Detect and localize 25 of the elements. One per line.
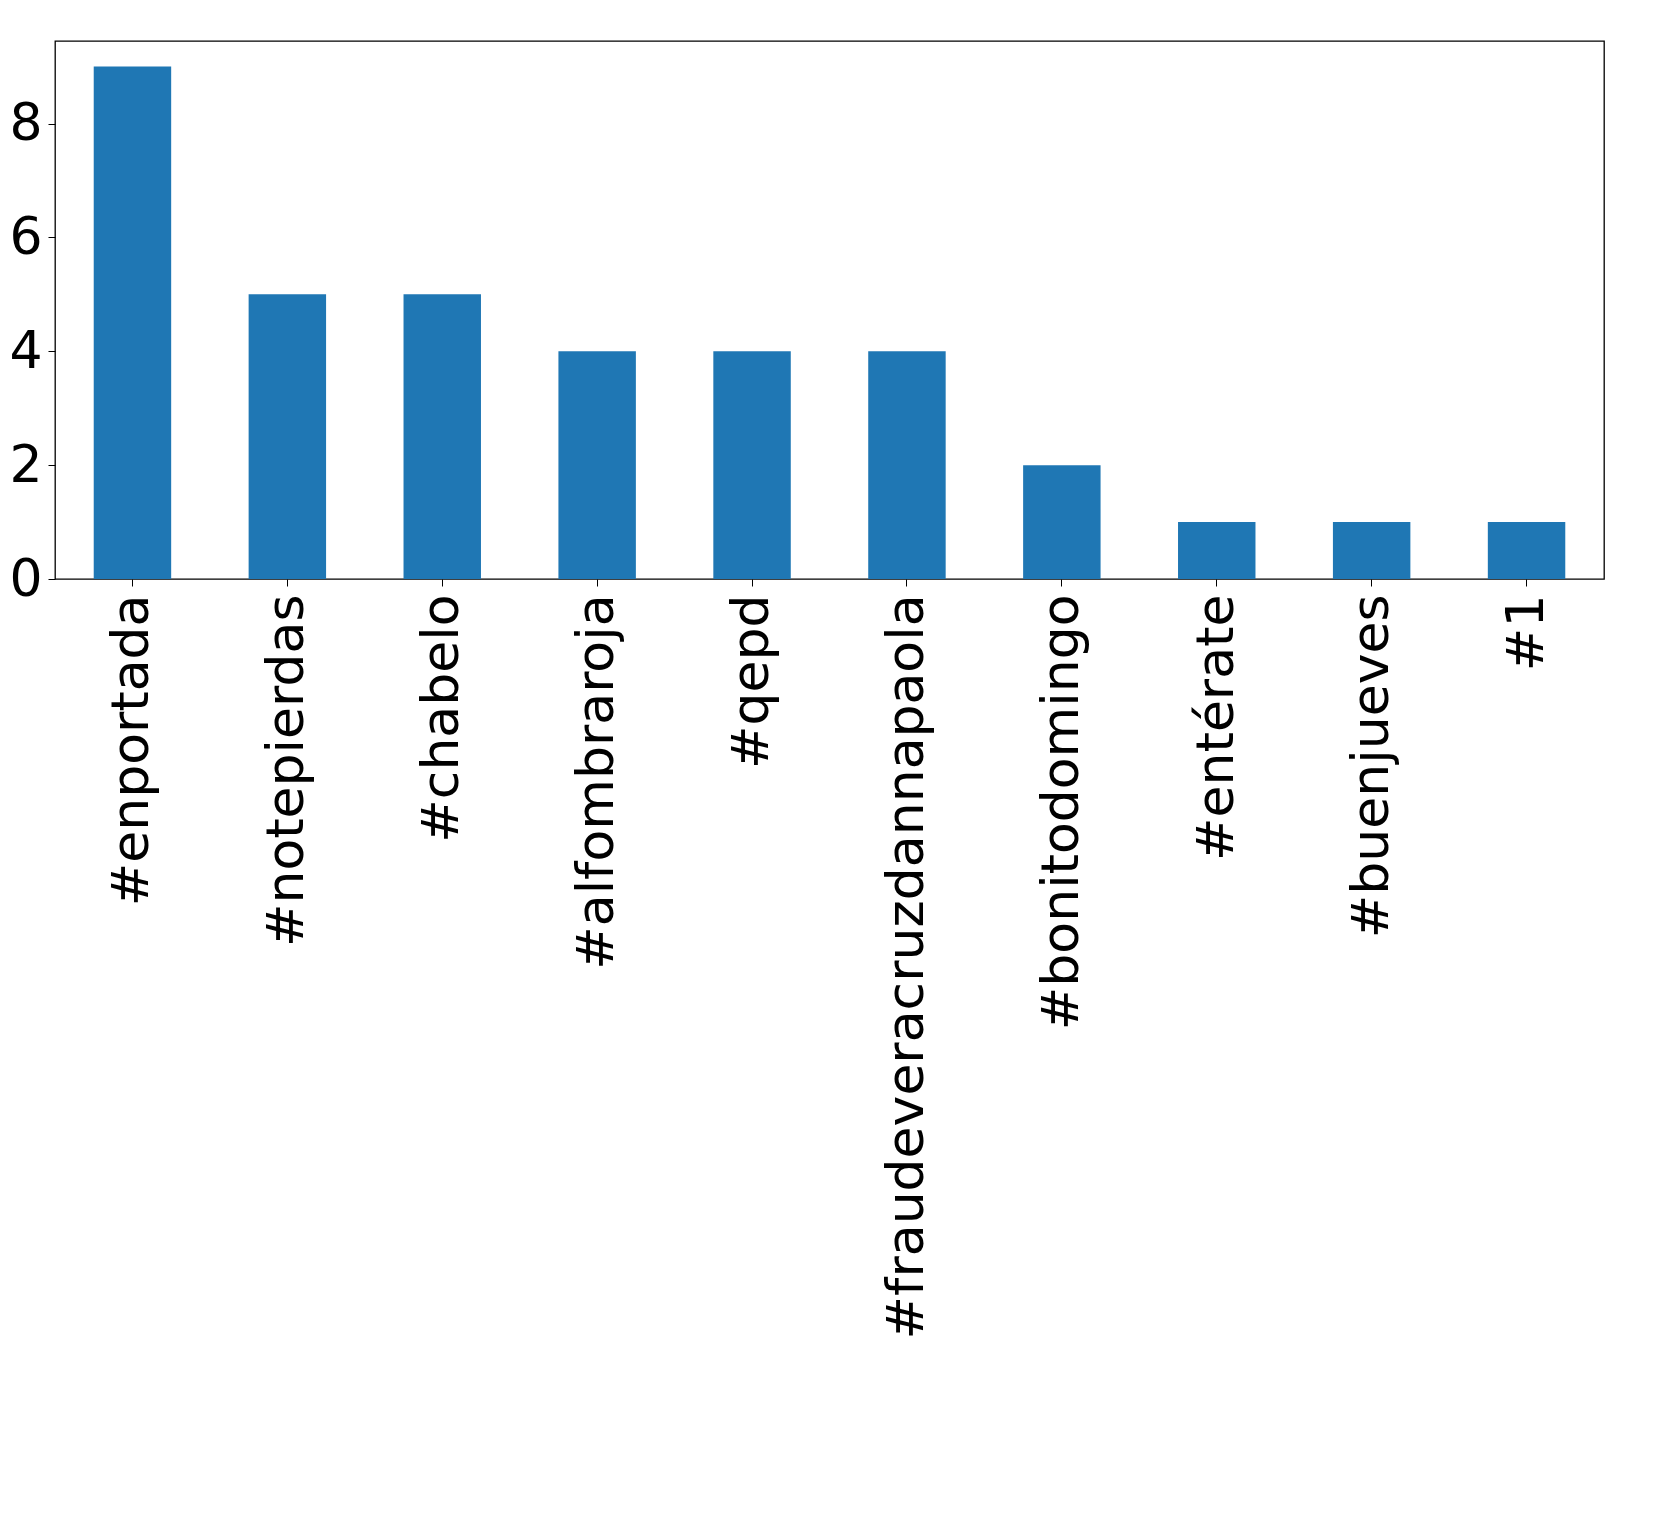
y-tick-label: 6 <box>9 205 43 266</box>
x-tick-label: #notepierdas <box>255 594 316 948</box>
bar <box>868 351 946 579</box>
bar <box>93 66 172 579</box>
bar <box>403 294 481 579</box>
bar <box>558 351 636 579</box>
bar <box>1023 465 1101 579</box>
bar <box>713 351 791 579</box>
y-tick-label: 0 <box>9 547 43 608</box>
y-tick-label: 8 <box>9 92 43 153</box>
x-tick-label: #bonitodomingo <box>1029 594 1090 1031</box>
x-tick-label: #chabelo <box>410 594 471 843</box>
x-tick-label: #alfombraroja <box>565 594 626 970</box>
bar <box>248 294 327 579</box>
y-tick-label: 2 <box>9 433 43 494</box>
bar <box>1332 522 1411 579</box>
x-tick-label: #buenjueves <box>1339 594 1400 939</box>
bar <box>1487 522 1566 579</box>
x-tick-label: #1 <box>1494 594 1555 672</box>
x-tick-label: #qepd <box>720 594 781 770</box>
y-tick-label: 4 <box>9 319 43 380</box>
bar <box>1178 522 1256 579</box>
x-tick-label: #enportada <box>100 594 161 907</box>
x-tick-label: #fraudeveracruzdannapaola <box>874 594 935 1340</box>
x-tick-label: #entérate <box>1184 594 1245 862</box>
